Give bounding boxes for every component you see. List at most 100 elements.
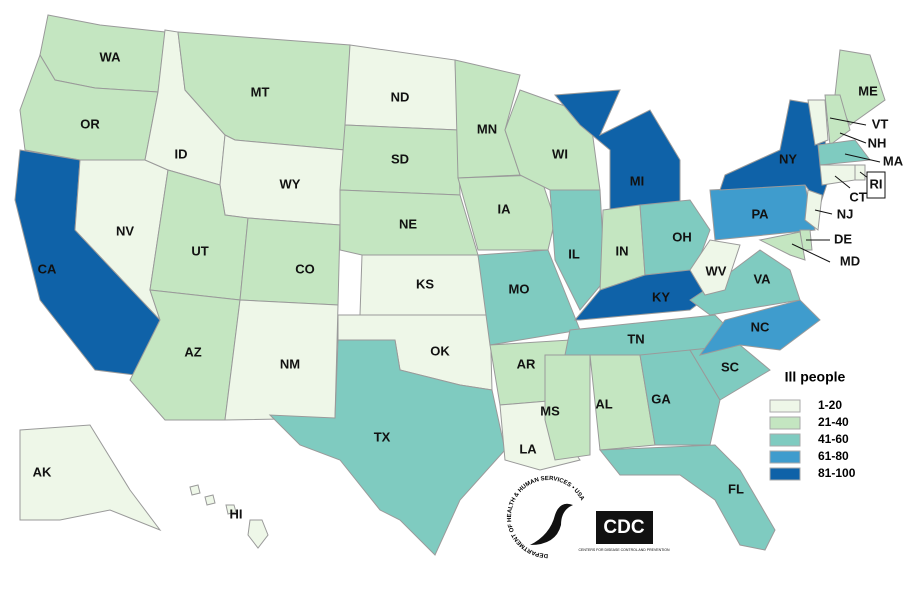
state-shape [807,99,829,146]
state-shape [344,44,459,131]
state-label: KS [416,276,434,291]
leader-line [834,175,851,189]
state-label: AR [517,356,536,371]
state-label: NV [116,223,134,238]
legend: Ill people 1-20 21-40 41-60 61-80 81-100 [769,369,856,481]
state-shape [819,164,856,186]
state-label: NC [751,319,770,334]
state-label: AK [33,464,52,479]
state-label: VA [753,271,771,286]
state-shape [689,239,741,296]
leader-line [844,153,881,163]
hhs-logo: DEPARTMENT OF HEALTH & HUMAN SERVICES • … [507,476,585,558]
state-shape [639,199,711,276]
state-label: IA [498,201,512,216]
state-label: MT [251,84,270,99]
hhs-eagle [530,503,573,545]
leader-line [791,243,831,263]
state-label: MD [840,253,860,268]
hhs-seal-text: DEPARTMENT OF HEALTH & HUMAN SERVICES • … [507,476,585,558]
state-label: ME [858,83,878,98]
states [14,14,886,556]
state-label: RI [870,176,883,191]
state-shape [758,231,806,261]
state-label: OH [672,229,692,244]
state-shape [477,249,581,346]
state-labels: WA OR CA NV ID MT WY UT CO AZ NM ND SD NE KS OK TX MN IA MO… [33,49,904,521]
state-label: WI [552,146,568,161]
legend-swatch [769,467,801,481]
legend-label: 1-20 [818,398,842,412]
leader-line [814,209,833,215]
state-shape [824,94,851,146]
state-label: CA [38,261,57,276]
state-label: IN [616,243,629,258]
state-label: OR [80,116,100,131]
state-label: NY [779,151,797,166]
legend-swatch [769,433,801,447]
state-shape [804,189,823,231]
state-label: WY [280,176,301,191]
state-shape [239,217,341,306]
leader-line [829,117,867,126]
state-label: IL [568,246,580,261]
state-label: ID [175,146,188,161]
leader-line [839,132,867,144]
state-shape [268,339,506,556]
state-label: SC [721,359,740,374]
state-shape [598,444,776,551]
legend-swatch [769,450,801,464]
leader-lines [791,117,886,263]
state-label: MN [477,121,497,136]
state-label: VT [872,116,889,131]
state-label: MS [540,403,560,418]
state-label: AL [595,396,612,411]
state-label: NJ [837,206,854,221]
state-label: AZ [184,344,201,359]
hhs-seal-path: DEPARTMENT OF HEALTH & HUMAN SERVICES • … [507,476,585,558]
legend-swatch [769,416,801,430]
state-label: DE [834,231,852,246]
legend-items: 1-20 21-40 41-60 61-80 81-100 [769,398,856,481]
cdc-logo: CDC CENTERS FOR DISEASE CONTROL AND PREV… [578,511,670,552]
legend-title: Ill people [785,369,846,385]
legend-label: 61-80 [818,449,849,463]
state-label: NH [868,135,887,150]
ri-box [866,171,886,199]
state-label: WA [100,49,122,64]
state-label: CT [849,189,866,204]
state-label: NE [399,216,417,231]
state-label: UT [191,243,208,258]
legend-label: 81-100 [818,466,856,480]
state-shape [698,299,821,356]
state-label: TN [627,331,644,346]
cdc-subtext: CENTERS FOR DISEASE CONTROL AND PREVENTI… [578,548,670,552]
state-shape [834,49,886,126]
cdc-box [596,511,653,544]
legend-label: 41-60 [818,432,849,446]
legend-label: 21-40 [818,415,849,429]
state-label: OK [430,343,450,358]
state-label: CO [295,261,315,276]
state-shape [204,494,216,506]
state-label: MO [509,281,530,296]
state-shape [549,189,606,311]
legend-swatch [769,399,801,413]
state-label: HI [230,506,243,521]
state-label: MI [630,173,644,188]
state-label: SD [391,151,409,166]
state-shape [225,504,237,515]
state-shape [544,354,591,461]
state-shape [639,349,721,446]
state-label: WV [706,263,727,278]
state-shape [189,484,201,496]
state-shape [19,424,162,532]
state-label: KY [652,289,670,304]
state-shape [817,139,871,166]
state-label: PA [751,206,769,221]
cdc-text: CDC [603,517,644,538]
state-label: NM [280,356,300,371]
state-label: GA [651,391,671,406]
